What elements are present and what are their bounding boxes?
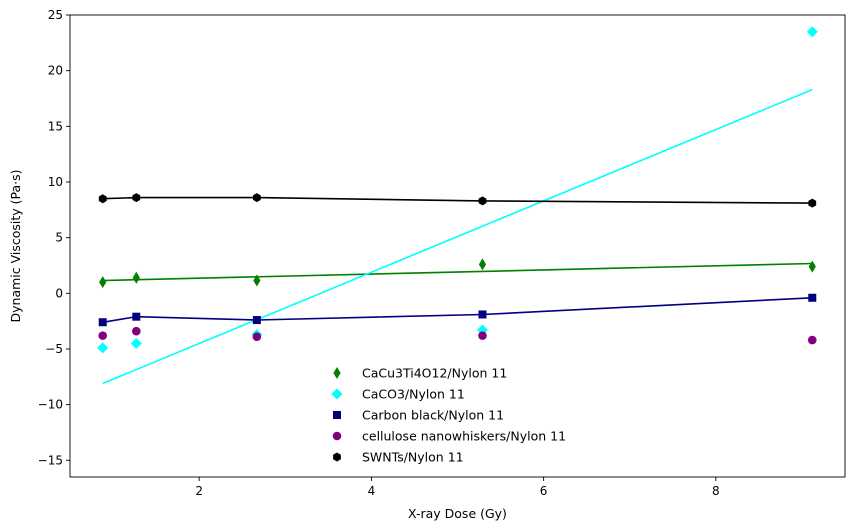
- data-point: [808, 293, 817, 302]
- y-tick-label: −5: [45, 342, 63, 356]
- data-point: [478, 331, 487, 340]
- y-axis-label: Dynamic Viscosity (Pa·s): [8, 169, 23, 322]
- data-point: [98, 194, 107, 204]
- data-point: [806, 26, 818, 38]
- legend-label: Carbon black/Nylon 11: [362, 408, 504, 423]
- data-point: [252, 193, 261, 203]
- series-line-5: [102, 196, 813, 204]
- data-point: [478, 258, 487, 271]
- legend-marker: [333, 452, 341, 462]
- y-axis-ticks: −15 −10 −5 0 5 10 15 20 25: [38, 8, 70, 467]
- data-point: [98, 318, 107, 327]
- y-tick-label: −15: [38, 453, 63, 467]
- data-point: [807, 335, 817, 345]
- legend-marker: [333, 367, 341, 379]
- x-tick-label: 4: [368, 484, 376, 498]
- y-tick-label: −10: [38, 398, 63, 412]
- legend-label: CaCO3/Nylon 11: [362, 387, 465, 402]
- data-point: [252, 316, 261, 325]
- y-tick-label: 20: [48, 64, 63, 78]
- legend-label: cellulose nanowhiskers/Nylon 11: [362, 429, 566, 444]
- series-line-3: [102, 297, 813, 324]
- x-tick-label: 2: [195, 484, 203, 498]
- data-markers: [97, 26, 818, 354]
- plot-frame: [69, 14, 846, 478]
- y-tick-label: 15: [48, 119, 63, 133]
- data-point: [132, 312, 141, 321]
- y-tick-label: 0: [55, 286, 63, 300]
- data-point: [132, 271, 140, 284]
- legend-label: CaCu3Ti4O12/Nylon 11: [362, 366, 507, 381]
- data-point: [253, 274, 261, 287]
- legend-marker: [331, 388, 343, 400]
- y-tick-label: 5: [55, 231, 63, 245]
- legend: CaCu3Ti4O12/Nylon 11 CaCO3/Nylon 11 Carbon…: [331, 366, 566, 465]
- x-tick-label: 6: [540, 484, 548, 498]
- data-point: [132, 326, 141, 336]
- data-point: [808, 260, 816, 273]
- data-point: [98, 331, 108, 340]
- data-point: [132, 193, 141, 203]
- data-point: [478, 310, 487, 319]
- data-point: [97, 342, 109, 354]
- data-point: [478, 196, 487, 206]
- data-point: [252, 332, 262, 342]
- y-tick-label: 10: [48, 175, 63, 189]
- fit-lines: [102, 88, 813, 385]
- legend-label: SWNTs/Nylon 11: [362, 450, 464, 465]
- data-point: [99, 276, 107, 289]
- series-line-1: [102, 262, 813, 282]
- series-line-2: [102, 88, 813, 385]
- data-point: [808, 198, 817, 208]
- legend-marker: [333, 411, 341, 419]
- y-tick-label: 25: [48, 8, 63, 22]
- x-tick-label: 8: [712, 484, 720, 498]
- x-axis-label: X-ray Dose (Gy): [408, 506, 507, 521]
- x-axis-ticks: 2 4 6 8: [195, 477, 720, 498]
- data-point: [130, 337, 142, 349]
- legend-marker: [332, 431, 342, 441]
